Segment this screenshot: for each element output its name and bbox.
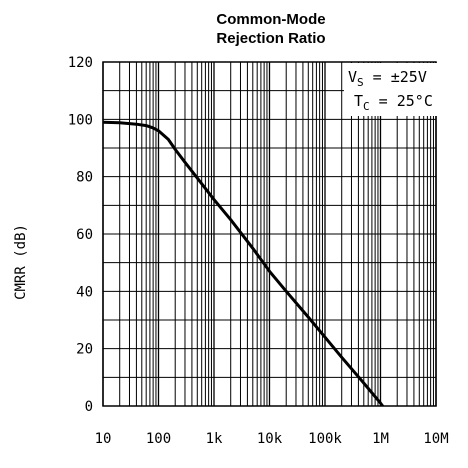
- annotation-tc-value: = 25°C: [370, 92, 433, 110]
- y-tick-label: 120: [68, 55, 93, 71]
- annotation-tc: TC = 25°C: [354, 92, 433, 113]
- annotation-vs-main: V: [348, 68, 357, 86]
- x-tick-label: 100k: [308, 431, 342, 447]
- y-tick-label: 20: [76, 342, 93, 358]
- x-tick-label: 100: [146, 431, 171, 447]
- cmrr-curve: [103, 120, 385, 406]
- x-tick-label: 10M: [423, 431, 448, 447]
- conditions-annotation: VS = ±25V TC = 25°C: [344, 63, 454, 116]
- annotation-tc-sub: C: [363, 100, 370, 113]
- y-tick-label: 80: [76, 170, 93, 186]
- y-axis-label: CMRR (dB): [13, 224, 29, 300]
- chart-title-line2: Rejection Ratio: [216, 30, 325, 47]
- x-tick-label: 1M: [372, 431, 389, 447]
- y-tick-label: 40: [76, 284, 93, 300]
- y-tick-label: 100: [68, 112, 93, 128]
- annotation-background: [344, 63, 454, 116]
- x-tick-label: 10: [95, 431, 112, 447]
- plot-border: [102, 61, 437, 407]
- annotation-tc-main: T: [354, 92, 363, 110]
- series: [103, 120, 385, 406]
- chart-title-line1: Common-Mode: [216, 11, 325, 28]
- tick-labels: 0 20 40 60 80 100 120 10 100 1k 10k 100k 1M 10M: [68, 55, 449, 447]
- x-tick-label: 10k: [257, 431, 283, 447]
- annotation-vs-sub: S: [357, 76, 364, 89]
- grid: [102, 61, 437, 407]
- annotation-vs-value: = ±25V: [364, 68, 427, 86]
- y-tick-label: 60: [76, 227, 93, 243]
- x-tick-label: 1k: [206, 431, 223, 447]
- annotation-vs: VS = ±25V: [348, 68, 427, 89]
- y-tick-label: 0: [85, 399, 93, 415]
